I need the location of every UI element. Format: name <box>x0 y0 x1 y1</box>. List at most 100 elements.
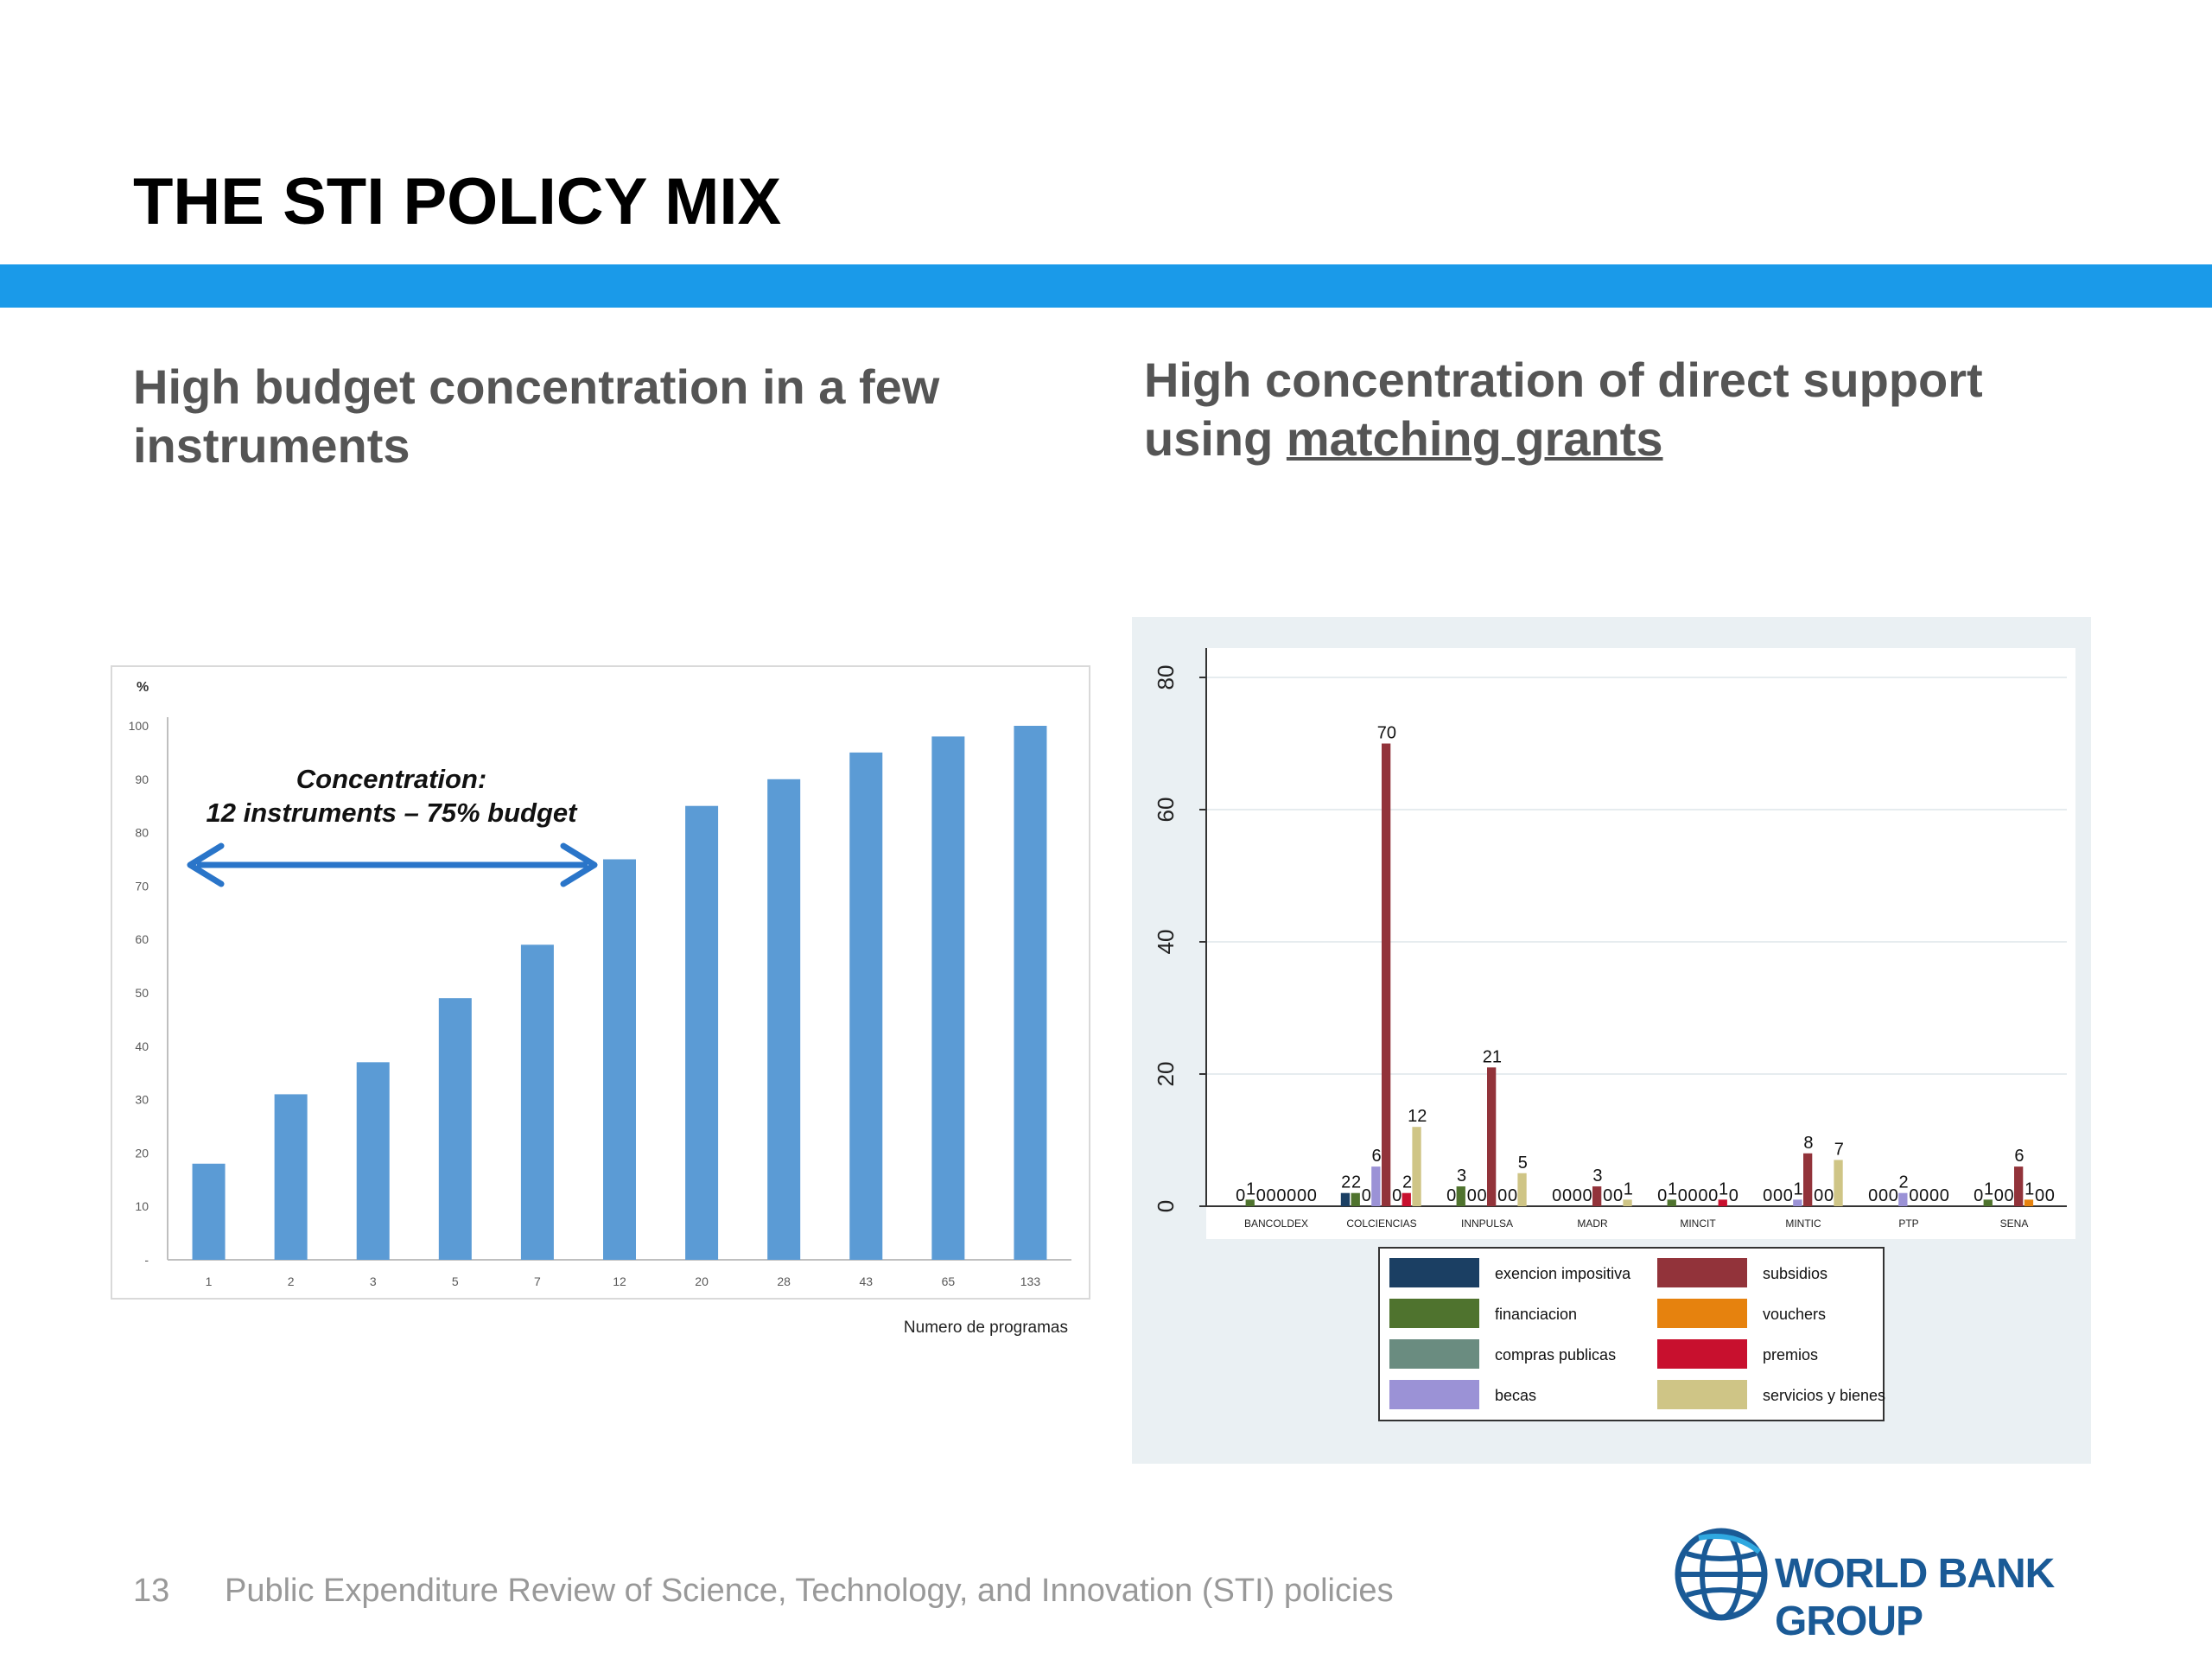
x-tick-label: MINTIC <box>1785 1217 1821 1230</box>
data-label: 1 <box>2024 1179 2034 1198</box>
right-subtitle-prefix: High concentration of direct support usi… <box>1144 353 1983 466</box>
data-label: 0 <box>1940 1186 1949 1205</box>
y-tick-label: 20 <box>1153 1062 1179 1087</box>
bar-innpulsa-7 <box>1517 1173 1527 1206</box>
bar-colciencias-6 <box>1402 1192 1411 1206</box>
x-tick-label: 20 <box>695 1274 709 1288</box>
bar-2 <box>274 1094 308 1260</box>
data-label: 0 <box>2005 1186 2014 1205</box>
world-bank-globe-icon <box>1675 1528 1768 1621</box>
annotation-line2: 12 instruments – 75% budget <box>207 798 579 828</box>
y-axis-label: % <box>137 680 149 695</box>
y-tick-label: 40 <box>135 1039 149 1053</box>
data-label: 0 <box>2035 1186 2044 1205</box>
x-tick-label: COLCIENCIAS <box>1346 1217 1416 1230</box>
data-label: 0 <box>1974 1186 1983 1205</box>
bar-colciencias-4 <box>1382 743 1391 1206</box>
legend-swatch <box>1389 1380 1479 1409</box>
x-tick-label: 5 <box>452 1274 459 1288</box>
x-tick-label: PTP <box>1898 1217 1918 1230</box>
x-tick-label: 3 <box>370 1274 377 1288</box>
bar-7 <box>520 944 554 1260</box>
data-label: 70 <box>1377 724 1396 743</box>
bar-sena-1 <box>1983 1199 1993 1206</box>
data-label: 0 <box>1362 1186 1371 1205</box>
x-tick-label: 1 <box>206 1274 213 1288</box>
y-tick-label: 60 <box>1153 798 1179 823</box>
bar-133 <box>1014 726 1047 1260</box>
data-label: 0 <box>1814 1186 1823 1205</box>
data-label: 0 <box>1678 1186 1688 1205</box>
legend-swatch <box>1389 1258 1479 1287</box>
arrow-head-right <box>560 842 598 887</box>
data-label: 7 <box>1834 1140 1844 1159</box>
legend-swatch <box>1657 1339 1747 1369</box>
data-label: 0 <box>1783 1186 1793 1205</box>
x-axis-label: Numero de programas <box>904 1319 1068 1337</box>
data-label: 0 <box>1583 1186 1592 1205</box>
legend-label: servicios y bienes <box>1763 1387 1885 1404</box>
x-tick-label: MINCIT <box>1680 1217 1716 1230</box>
legend-swatch <box>1657 1299 1747 1328</box>
y-tick-label: 100 <box>129 719 149 733</box>
y-tick-label: 90 <box>135 772 149 786</box>
left-subtitle: High budget concentration in a few instr… <box>133 359 940 473</box>
right-subtitle-underlined: matching grants <box>1286 411 1663 466</box>
bar-43 <box>849 752 883 1260</box>
data-label: 12 <box>1408 1107 1427 1126</box>
legend-label: premios <box>1763 1346 1818 1363</box>
data-label: 1 <box>1719 1179 1728 1198</box>
legend-label: financiacion <box>1495 1306 1577 1323</box>
y-tick-label: - <box>144 1253 149 1267</box>
data-label: 0 <box>1773 1186 1783 1205</box>
legend-swatch <box>1657 1258 1747 1287</box>
footer-text: Public Expenditure Review of Science, Te… <box>225 1573 1394 1609</box>
bar-5 <box>438 998 472 1260</box>
bar-mincit-1 <box>1667 1199 1676 1206</box>
data-label: 6 <box>2014 1147 2024 1166</box>
data-label: 0 <box>1307 1186 1317 1205</box>
data-label: 8 <box>1803 1134 1813 1153</box>
y-tick-label: 30 <box>135 1093 149 1107</box>
bar-innpulsa-1 <box>1456 1186 1465 1206</box>
data-label: 0 <box>1552 1186 1561 1205</box>
data-label: 0 <box>1868 1186 1878 1205</box>
data-label: 1 <box>1624 1179 1633 1198</box>
data-label: 0 <box>1267 1186 1276 1205</box>
plot-area <box>1206 648 2075 1239</box>
x-tick-label: 65 <box>942 1274 956 1288</box>
bar-ptp-3 <box>1898 1192 1908 1206</box>
data-label: 0 <box>1994 1186 2004 1205</box>
data-label: 0 <box>2045 1186 2055 1205</box>
x-tick-label: 133 <box>1020 1274 1041 1288</box>
bar-1 <box>192 1163 226 1260</box>
y-tick-label: 70 <box>135 879 149 893</box>
data-label: 2 <box>1402 1173 1412 1192</box>
data-label: 0 <box>1929 1186 1939 1205</box>
y-tick-label: 80 <box>1153 665 1179 690</box>
annotation-line1: Concentration: <box>296 764 486 794</box>
bar-innpulsa-4 <box>1487 1067 1497 1206</box>
legend-label: compras publicas <box>1495 1346 1616 1363</box>
x-tick-label: 7 <box>534 1274 541 1288</box>
arrow-head-left <box>187 842 225 887</box>
bar-colciencias-0 <box>1340 1192 1351 1206</box>
x-tick-label: 2 <box>288 1274 295 1288</box>
bar-65 <box>931 736 965 1260</box>
data-label: 0 <box>1824 1186 1834 1205</box>
data-label: 0 <box>1763 1186 1772 1205</box>
data-label: 0 <box>1919 1186 1929 1205</box>
data-label: 0 <box>1909 1186 1918 1205</box>
bar-mintic-4 <box>1803 1153 1813 1206</box>
bar-madr-4 <box>1592 1186 1602 1206</box>
data-label: 0 <box>1276 1186 1286 1205</box>
data-label: 1 <box>1794 1179 1803 1198</box>
data-label: 2 <box>1899 1173 1909 1192</box>
y-tick-label: 50 <box>135 986 149 1000</box>
data-label: 2 <box>1351 1173 1361 1192</box>
x-tick-label: 28 <box>777 1274 791 1288</box>
bar-colciencias-3 <box>1371 1166 1381 1206</box>
bar-mincit-6 <box>1718 1199 1727 1206</box>
data-label: 0 <box>1698 1186 1707 1205</box>
